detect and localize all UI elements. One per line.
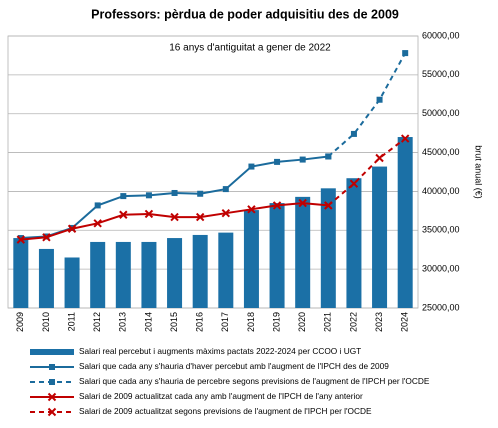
bar [167, 238, 183, 308]
bar [295, 196, 311, 308]
marker [402, 50, 409, 57]
legend-label: Salari que cada any s'hauria de percebre… [79, 376, 430, 386]
annotation: 16 anys d'antiguitat a gener de 2022 [169, 43, 331, 54]
bar [64, 257, 80, 308]
bar [243, 210, 259, 308]
marker [144, 209, 154, 219]
x-tick-label: 2014 [143, 312, 153, 332]
y-tick-label: 55000,00 [422, 69, 460, 79]
y-tick-label: 45000,00 [422, 147, 460, 157]
bar [397, 137, 413, 308]
marker [67, 224, 77, 233]
x-tick-label: 2010 [41, 312, 51, 332]
marker [195, 212, 205, 222]
marker [93, 219, 102, 228]
x-tick-label: 2013 [118, 312, 128, 332]
marker [16, 235, 26, 244]
bar [90, 241, 106, 308]
x-tick-label: 2011 [66, 312, 76, 331]
chart-title: Professors: pèrdua de poder adquisitiu d… [91, 7, 399, 21]
y-axis-label: brut anual (€) [474, 145, 484, 199]
marker [222, 186, 229, 193]
bar [372, 166, 388, 308]
marker [171, 189, 178, 196]
bar [115, 241, 131, 308]
bar [192, 234, 208, 308]
x-tick-label: 2020 [297, 312, 307, 332]
x-tick-label: 2009 [15, 312, 25, 332]
marker [42, 233, 51, 242]
legend-symbol [47, 392, 57, 402]
marker [376, 96, 383, 103]
bar [141, 241, 157, 308]
legend-symbol [49, 364, 55, 370]
legend-label: Salari real percebut i augments màxims p… [79, 346, 361, 356]
bar [269, 203, 285, 308]
legend-label: Salari de 2009 actualitzat segons previs… [79, 406, 372, 416]
marker [119, 210, 128, 219]
x-tick-label: 2024 [400, 312, 410, 332]
marker [17, 235, 24, 242]
x-tick-label: 2016 [195, 312, 205, 332]
line [327, 137, 406, 207]
bar [320, 188, 336, 308]
y-tick-label: 50000,00 [422, 108, 460, 118]
marker [274, 158, 281, 165]
marker [221, 208, 231, 218]
y-tick-label: 40000,00 [422, 186, 460, 196]
legend-symbol [47, 407, 57, 417]
x-tick-label: 2019 [271, 312, 281, 332]
marker [349, 179, 359, 188]
marker [375, 153, 384, 163]
legend-label: Salari de 2009 actualitzat cada any amb … [79, 391, 363, 401]
marker [299, 156, 306, 163]
y-tick-label: 35000,00 [422, 225, 460, 235]
bar [38, 248, 54, 308]
x-tick-label: 2023 [374, 312, 384, 332]
line [327, 52, 407, 158]
plot-frame [7, 35, 419, 309]
y-tick-label: 25000,00 [422, 302, 460, 312]
bar [218, 232, 234, 308]
marker [94, 202, 101, 209]
bar [346, 178, 362, 308]
x-tick-label: 2021 [323, 312, 333, 332]
y-tick-label: 60000,00 [422, 30, 460, 40]
bar [13, 238, 29, 308]
marker [120, 193, 127, 200]
marker [325, 153, 332, 160]
marker [247, 205, 256, 214]
x-tick-label: 2017 [220, 312, 230, 332]
marker [197, 190, 204, 197]
marker [170, 212, 179, 222]
marker [324, 201, 333, 210]
x-tick-label: 2012 [92, 312, 102, 332]
legend-symbol [30, 349, 74, 355]
x-tick-label: 2015 [169, 312, 179, 332]
x-tick-label: 2022 [348, 312, 358, 332]
x-tick-label: 2018 [246, 312, 256, 332]
marker [298, 198, 307, 208]
marker [350, 130, 357, 137]
marker [272, 201, 282, 210]
marker [248, 163, 255, 170]
marker [145, 192, 152, 199]
y-tick-label: 30000,00 [422, 264, 460, 274]
legend-label: Salari que cada any s'hauria d'haver per… [79, 361, 389, 371]
legend-symbol [49, 379, 55, 385]
marker [400, 134, 410, 143]
